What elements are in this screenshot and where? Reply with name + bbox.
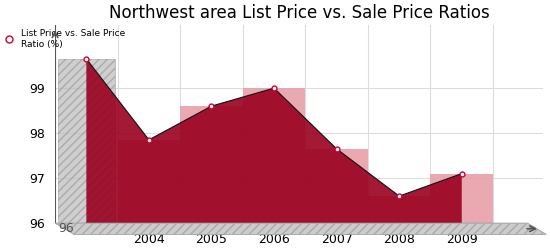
Legend: List Price vs. Sale Price
Ratio (%): List Price vs. Sale Price Ratio (%) bbox=[0, 26, 129, 52]
Bar bbox=[305, 149, 368, 223]
Text: 96: 96 bbox=[58, 222, 74, 235]
Bar bbox=[58, 59, 114, 223]
Polygon shape bbox=[55, 223, 546, 234]
Bar bbox=[431, 174, 493, 223]
Title: Northwest area List Price vs. Sale Price Ratios: Northwest area List Price vs. Sale Price… bbox=[109, 4, 490, 22]
Bar bbox=[180, 106, 243, 223]
Bar bbox=[243, 88, 305, 223]
Bar bbox=[118, 140, 180, 223]
Bar bbox=[58, 59, 114, 223]
Polygon shape bbox=[86, 59, 462, 223]
Bar bbox=[368, 196, 431, 223]
